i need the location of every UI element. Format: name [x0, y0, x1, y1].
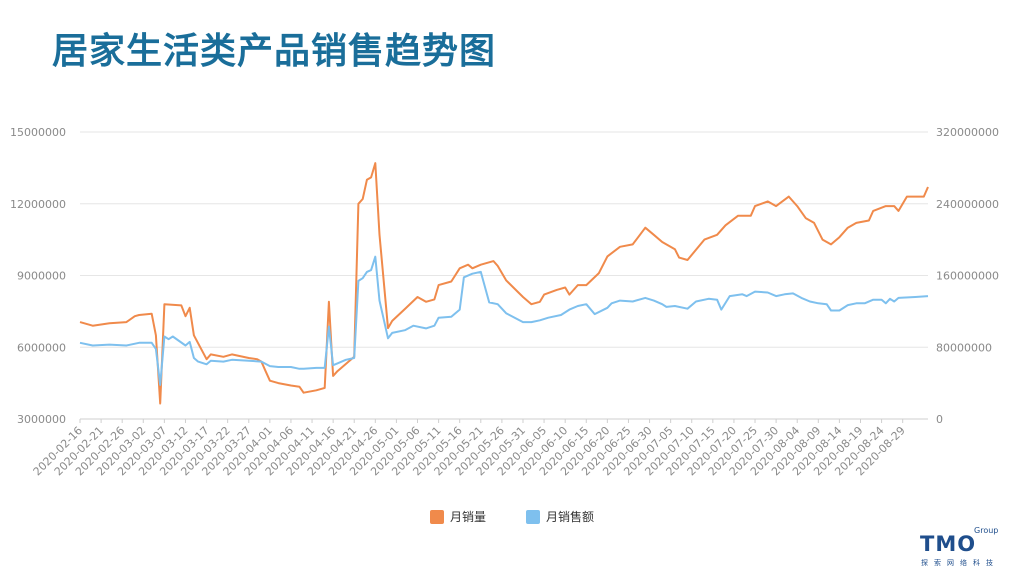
y-right-tick-label: 80000000 [936, 341, 992, 354]
y-right-tick-label: 160000000 [936, 270, 999, 283]
chart-legend: 月销量 月销售额 [0, 508, 1024, 525]
legend-label-series1: 月销量 [449, 510, 486, 524]
y-right-tick-label: 240000000 [936, 198, 999, 211]
logo-group-text: Group [974, 526, 999, 535]
y-left-tick-label: 9000000 [17, 270, 66, 283]
y-left-tick-label: 12000000 [10, 198, 66, 211]
series-line-2 [79, 255, 929, 386]
y-left-tick-label: 6000000 [17, 341, 66, 354]
legend-label-series2: 月销售额 [546, 510, 595, 524]
y-right-tick-label: 0 [936, 413, 943, 426]
y-right-tick-label: 320000000 [936, 126, 999, 139]
y-left-tick-label: 3000000 [17, 413, 66, 426]
logo-sub-text: 探索网络科技 [921, 559, 999, 567]
page-title: 居家生活类产品销售趋势图 [52, 31, 497, 72]
logo-main-text: TMO [920, 532, 977, 556]
company-logo: TMO Group 探索网络科技 [918, 526, 1008, 568]
legend-item-series2[interactable]: 月销售额 [526, 508, 594, 525]
legend-item-series1[interactable]: 月销量 [429, 508, 486, 525]
y-left-tick-label: 15000000 [10, 126, 66, 139]
legend-swatch-series1 [429, 509, 444, 524]
legend-swatch-series2 [526, 509, 540, 524]
series-line-1 [79, 162, 929, 405]
